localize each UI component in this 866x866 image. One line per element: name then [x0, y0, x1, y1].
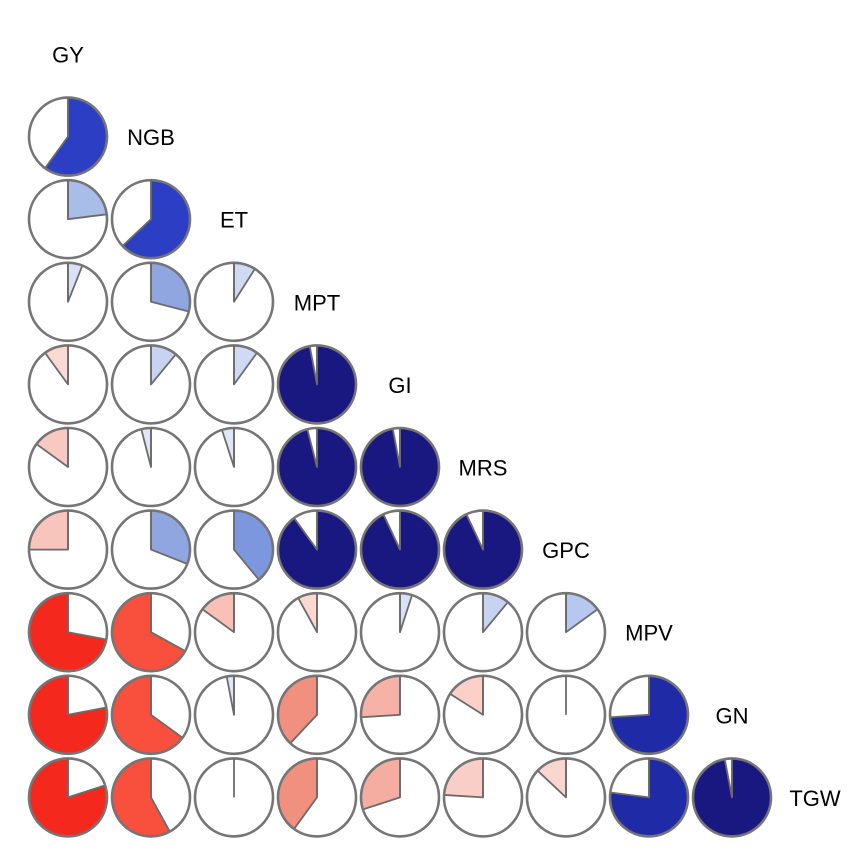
- pie-GPC-GY: [27, 509, 109, 590]
- pie-GPC-MRS: [442, 509, 524, 590]
- pie-GI-ET: [193, 344, 275, 425]
- pie-TGW-GI: [359, 757, 441, 838]
- variable-label-GPC: GPC: [542, 538, 590, 563]
- correlation-wedge: [111, 757, 171, 838]
- variable-label-GN: GN: [716, 703, 749, 728]
- pie-GN-MPV: [608, 674, 690, 756]
- variable-label-GI: GI: [388, 373, 411, 398]
- pie-GPC-GI: [359, 509, 441, 590]
- pie-rim: [359, 509, 441, 590]
- pie-TGW-MRS: [442, 757, 524, 838]
- correlation-wedge: [150, 261, 191, 313]
- pie-MPT-ET: [193, 261, 275, 343]
- pie-ET-GY: [27, 178, 109, 260]
- pie-GI-GY: [27, 344, 109, 425]
- pie-TGW-MPV: [608, 757, 690, 838]
- correlation-wedge: [449, 674, 484, 716]
- correlation-wedge: [67, 261, 84, 303]
- pie-MPV-GI: [359, 591, 441, 673]
- pie-MRS-GI: [359, 426, 441, 508]
- pie-GN-ET: [193, 674, 275, 756]
- pie-TGW-GY: [27, 757, 109, 838]
- pie-rim: [276, 509, 358, 590]
- pie-TGW-GN: [691, 757, 773, 838]
- variable-label-GY: GY: [52, 43, 84, 68]
- pie-GN-NGB: [110, 674, 192, 756]
- pie-GN-MRS: [442, 674, 524, 756]
- pie-GPC-MPT: [276, 509, 358, 590]
- correlation-wedge: [399, 592, 413, 634]
- correlation-wedge: [225, 674, 235, 716]
- pie-TGW-MPT: [276, 757, 358, 838]
- variable-label-ET: ET: [220, 208, 248, 233]
- pie-MRS-GY: [27, 426, 109, 508]
- pie-GN-MPT: [276, 674, 358, 756]
- pie-GI-NGB: [110, 344, 192, 425]
- pie-MPV-GPC: [525, 591, 607, 673]
- correlation-wedge: [297, 592, 318, 634]
- correlation-wedge: [140, 427, 152, 468]
- pie-MPV-MPT: [276, 591, 358, 673]
- pie-MPV-ET: [193, 591, 275, 673]
- variable-label-MPV: MPV: [625, 621, 673, 646]
- pie-MPT-NGB: [110, 261, 192, 343]
- pie-MRS-NGB: [110, 426, 192, 508]
- variable-label-MRS: MRS: [459, 456, 508, 481]
- pie-rim: [193, 509, 275, 590]
- pie-rim: [110, 509, 192, 590]
- correlation-wedge: [35, 427, 69, 468]
- pie-GPC-ET: [193, 509, 275, 590]
- correlation-wedge: [201, 592, 235, 634]
- pie-MRS-ET: [193, 426, 275, 508]
- pie-MRS-MPT: [276, 426, 358, 508]
- correlation-wedge: [536, 757, 567, 799]
- pie-GPC-NGB: [110, 509, 192, 590]
- pie-ET-NGB: [110, 178, 192, 260]
- pie-rim: [27, 509, 109, 590]
- pie-MPV-GY: [27, 591, 109, 673]
- correlation-wedge: [150, 509, 191, 565]
- variable-label-NGB: NGB: [127, 125, 175, 150]
- pie-GN-GY: [27, 674, 109, 756]
- pie-NGB-GY: [27, 96, 109, 177]
- pie-GI-MPT: [276, 344, 358, 425]
- correlation-wedge: [233, 261, 256, 303]
- correlation-wedge: [565, 592, 599, 634]
- pie-TGW-NGB: [110, 757, 192, 838]
- pie-MPV-NGB: [110, 591, 192, 673]
- pie-TGW-GPC: [525, 757, 607, 838]
- pie-MPV-MRS: [442, 591, 524, 673]
- pie-TGW-ET: [193, 757, 275, 838]
- pie-MPT-GY: [27, 261, 109, 343]
- correlation-wedge: [44, 96, 108, 177]
- pie-rim: [442, 509, 524, 590]
- variable-label-TGW: TGW: [789, 786, 841, 811]
- pie-GN-GI: [359, 674, 441, 756]
- pie-GN-GPC: [525, 674, 607, 756]
- variable-label-MPT: MPT: [294, 290, 340, 315]
- correlation-wedge: [360, 757, 401, 811]
- correlation-wedge: [221, 427, 235, 468]
